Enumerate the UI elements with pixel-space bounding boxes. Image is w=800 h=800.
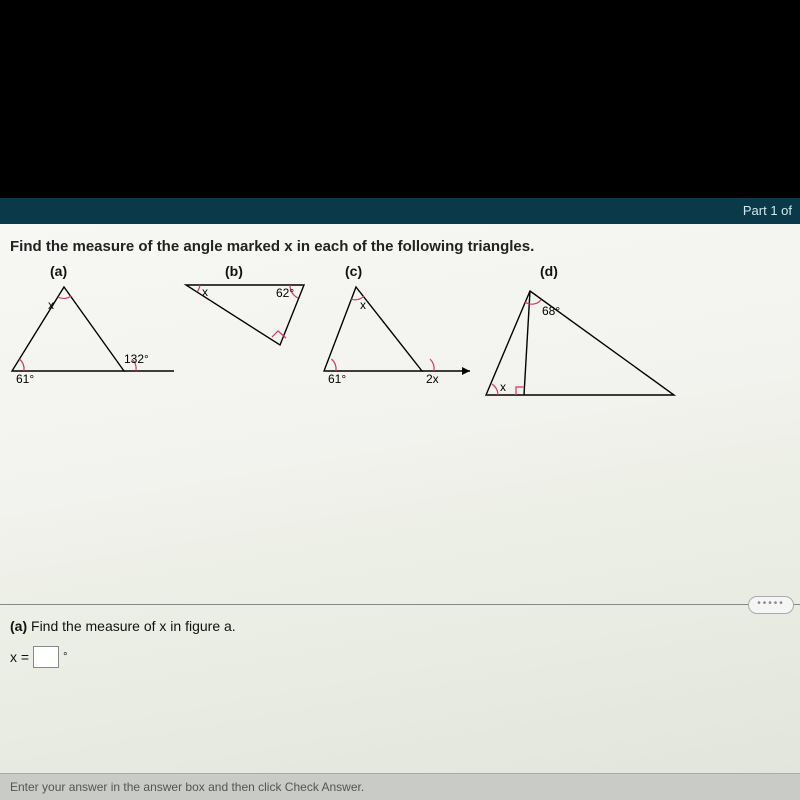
part-a-text: Find the measure of x in figure a. [31,618,236,634]
dots-widget[interactable]: ••••• [748,596,794,614]
fig-a-132: 132° [124,352,149,366]
figure-c: x 61° 2x [318,279,478,389]
answer-line: x = ° [10,646,67,668]
question-text: Find the measure of the angle marked x i… [0,224,800,263]
figures-row: (a) x 61° 132° (b) x 62° (c) [0,263,800,413]
fig-d-68: 68° [542,304,560,318]
footer-bar: Enter your answer in the answer box and … [0,773,800,800]
figure-a: x 61° 132° [6,279,176,389]
fig-c-x: x [360,298,366,312]
fig-c-61: 61° [328,372,346,386]
degree-symbol: ° [63,651,67,663]
part-a-bold: (a) [10,618,27,634]
footer-text: Enter your answer in the answer box and … [10,780,364,794]
figure-d: 68° x [480,285,680,407]
part-a-prompt: (a) Find the measure of x in figure a. [10,618,236,634]
fig-b-label: (b) [225,263,243,279]
main-panel: Find the measure of the angle marked x i… [0,224,800,800]
answer-prefix: x = [10,649,29,665]
fig-d-x: x [500,380,506,394]
figure-b: x 62° [180,279,320,359]
fig-a-label: (a) [50,263,67,279]
fig-b-x: x [202,285,208,299]
fig-a-x: x [48,298,54,312]
fig-b-62: 62° [276,286,294,300]
part-text: Part 1 of [743,203,792,218]
divider: ••••• [0,604,800,605]
fig-c-label: (c) [345,263,362,279]
answer-input[interactable] [33,646,59,668]
fig-d-label: (d) [540,263,558,279]
part-header: Part 1 of [0,198,800,224]
fig-a-61: 61° [16,372,34,386]
fig-c-2x: 2x [426,372,439,386]
